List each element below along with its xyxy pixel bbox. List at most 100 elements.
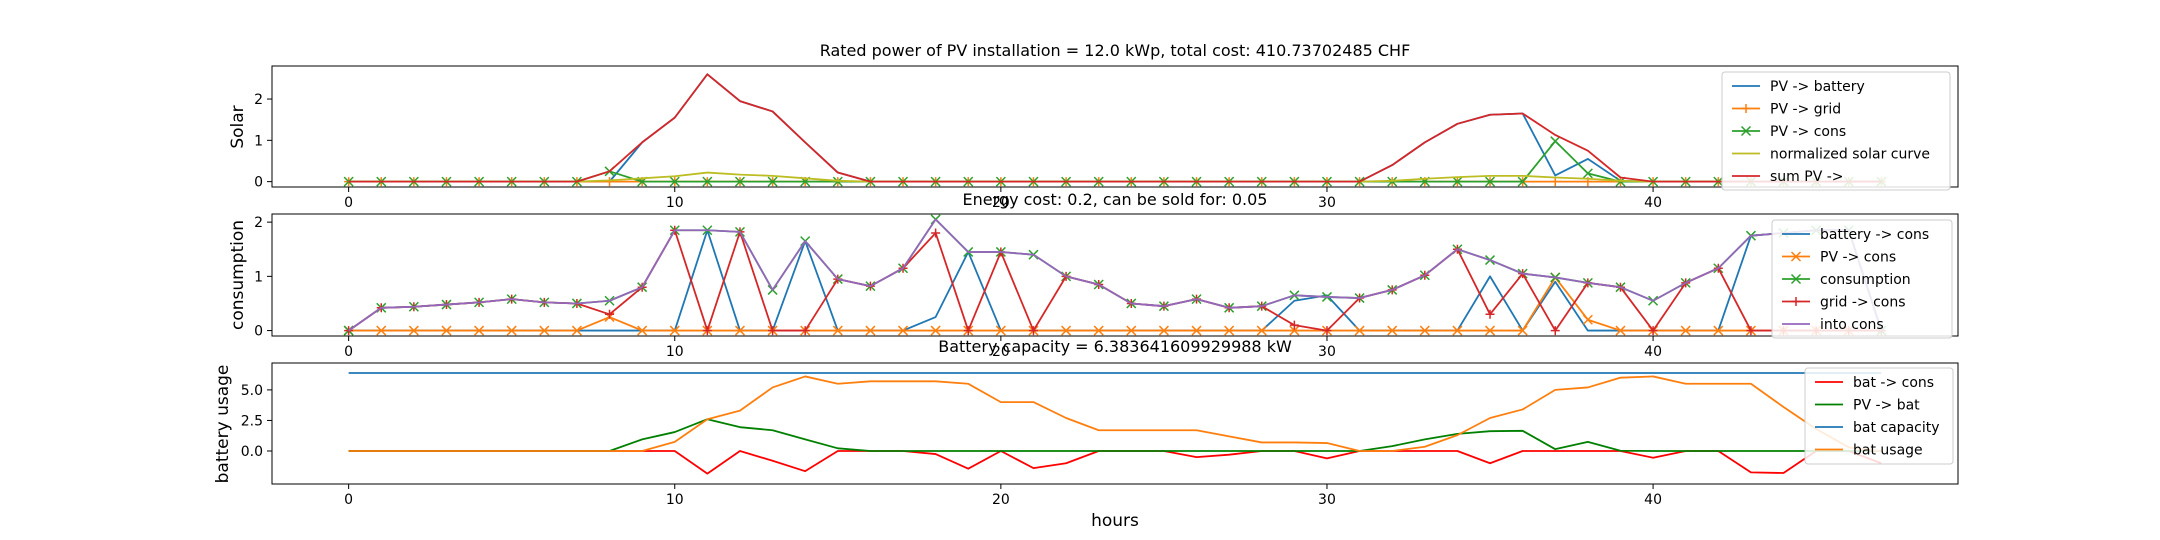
- solar-legend-label: PV -> battery: [1770, 79, 1865, 95]
- solar-legend-marker: [1741, 104, 1751, 113]
- battery-ytick-label: 0.0: [241, 444, 263, 460]
- consumption-series-pv-cons-point: [1387, 325, 1398, 336]
- solar-legend-label: PV -> grid: [1770, 102, 1841, 118]
- battery-xtick-label: 10: [666, 492, 684, 508]
- solar-series-pv-cons-point: [343, 176, 354, 187]
- solar-xtick-label: 30: [1318, 195, 1336, 211]
- battery-xtick-label: 40: [1644, 492, 1662, 508]
- battery-ytick-label: 2.5: [241, 413, 263, 429]
- consumption-series-pv-cons-point: [1191, 325, 1202, 336]
- battery-xtick-label: 30: [1318, 492, 1336, 508]
- consumption-series-pv-cons-point: [539, 325, 550, 336]
- solar-series-pv-grid-point: [1550, 177, 1560, 187]
- battery-legend-item: bat capacity: [1815, 420, 1940, 436]
- solar-legend-label: PV -> cons: [1770, 124, 1846, 140]
- solar-chart: Rated power of PV installation = 12.0 kW…: [228, 41, 1959, 211]
- consumption-ytick-label: 0: [254, 324, 263, 340]
- consumption-xtick-label: 40: [1644, 344, 1662, 360]
- consumption-series-into-cons-line: [348, 218, 1883, 332]
- consumption-ytick-label: 2: [254, 215, 263, 231]
- solar-legend-item: sum PV ->: [1732, 169, 1844, 185]
- solar-legend-item: PV -> battery: [1732, 79, 1865, 95]
- consumption-series-pv-cons-point: [408, 325, 419, 336]
- consumption-series-pv-cons-point: [1713, 325, 1724, 336]
- battery-chart: Battery capacity = 6.383641609929988 kW …: [213, 337, 1959, 531]
- solar-ytick-label: 1: [254, 133, 263, 149]
- battery-plot-area: 0 10 20 30 40 0.0 2.5 5.0: [241, 372, 1882, 508]
- consumption-legend-marker: [1790, 251, 1802, 262]
- consumption-legend-item: consumption: [1782, 272, 1911, 288]
- consumption-series-pv-cons-point: [832, 325, 843, 336]
- solar-xtick-label: 40: [1644, 195, 1662, 211]
- consumption-legend-item: PV -> cons: [1782, 250, 1896, 266]
- solar-xtick-label: 10: [666, 195, 684, 211]
- consumption-series-pv-cons-point: [1615, 325, 1626, 336]
- consumption-series-pv-cons-point: [1158, 325, 1169, 336]
- consumption-legend-label: grid -> cons: [1820, 295, 1906, 311]
- solar-legend-item: normalized solar curve: [1732, 147, 1930, 163]
- consumption-ytick-label: 1: [254, 269, 263, 285]
- solar-legend-item: PV -> cons: [1732, 124, 1846, 140]
- consumption-series-grid-cons-point: [768, 326, 778, 336]
- consumption-series-pv-cons-point: [441, 325, 452, 336]
- consumption-series-pv-cons-line: [348, 276, 1882, 332]
- battery-legend-item: bat usage: [1815, 443, 1923, 459]
- consumption-series-grid-cons-point: [1648, 326, 1658, 336]
- consumption-legend-marker: [1790, 273, 1802, 285]
- battery-legend: bat -> cons PV -> bat bat capacity bat usag…: [1804, 367, 1954, 465]
- consumption-axes-frame: [271, 213, 1959, 337]
- consumption-series-pv-cons-point: [1224, 325, 1235, 336]
- consumption-series-pv-cons-point: [474, 325, 485, 336]
- battery-chart-xlabel: hours: [1091, 511, 1139, 531]
- consumption-series-pv-cons-point: [1093, 325, 1104, 336]
- consumption-series-pv-cons-point: [1289, 325, 1300, 336]
- consumption-legend-label: PV -> cons: [1820, 250, 1896, 266]
- battery-legend-box: [1804, 367, 1954, 465]
- consumption-series-pv-cons-point: [669, 325, 680, 336]
- consumption-series-grid-cons-point: [963, 326, 973, 336]
- battery-xtick-label: 20: [992, 492, 1010, 508]
- consumption-series-grid-cons-point: [1289, 320, 1299, 330]
- consumption-chart: Energy cost: 0.2, can be sold for: 0.05 …: [228, 190, 1959, 360]
- solar-series-sum-pv-line: [348, 73, 1882, 183]
- solar-legend: PV -> battery PV -> grid PV -> cons normali…: [1721, 71, 1951, 191]
- consumption-series-pv-cons-point: [1126, 325, 1137, 336]
- solar-legend-marker: [1740, 125, 1752, 137]
- consumption-series-grid-cons-point: [1550, 326, 1560, 336]
- consumption-xtick-label: 0: [344, 344, 353, 360]
- consumption-series-grid-cons-point: [1322, 326, 1332, 336]
- consumption-series-grid-cons-point: [1028, 326, 1038, 336]
- consumption-chart-ylabel: consumption: [228, 220, 248, 330]
- solar-ytick-label: 0: [254, 175, 263, 191]
- consumption-series-pv-cons-point: [1680, 325, 1691, 336]
- consumption-legend-marker: [1791, 297, 1801, 306]
- solar-chart-ylabel: Solar: [228, 105, 248, 148]
- solar-legend-label: sum PV ->: [1770, 169, 1844, 185]
- consumption-legend-box: [1771, 219, 1953, 339]
- battery-series-bat-usage-line: [348, 375, 1882, 452]
- consumption-legend-label: battery -> cons: [1820, 227, 1929, 243]
- solar-legend-box: [1721, 71, 1951, 191]
- consumption-series-pv-cons-point: [1582, 314, 1593, 325]
- solar-plot-area: 0 10 20 30 40 0 1 2: [254, 73, 1887, 211]
- battery-legend-item: PV -> bat: [1815, 398, 1920, 414]
- solar-series-pv-cons-point: [1582, 168, 1593, 179]
- consumption-series-pv-cons-point: [1354, 325, 1365, 336]
- consumption-series-pv-cons-point: [376, 325, 387, 336]
- battery-legend-label: bat capacity: [1853, 420, 1940, 436]
- consumption-series-grid-cons-point: [800, 326, 810, 336]
- solar-series-pv-grid-point: [605, 177, 615, 187]
- solar-xtick-label: 0: [344, 195, 353, 211]
- solar-series-pv-cons-point: [734, 176, 746, 187]
- solar-xtick-label: 20: [992, 195, 1010, 211]
- consumption-series-grid-cons-point: [702, 326, 712, 336]
- consumption-series-pv-cons-point: [897, 325, 909, 336]
- battery-legend-label: PV -> bat: [1853, 398, 1920, 414]
- consumption-series-pv-cons-point: [1419, 325, 1430, 336]
- consumption-series-pv-cons-point: [1517, 325, 1528, 336]
- solar-axes-frame: [271, 65, 1959, 188]
- solar-series-pv-cons-point: [1517, 176, 1528, 187]
- consumption-legend-item: into cons: [1782, 317, 1884, 333]
- solar-series-pv-cons-point: [1452, 176, 1463, 187]
